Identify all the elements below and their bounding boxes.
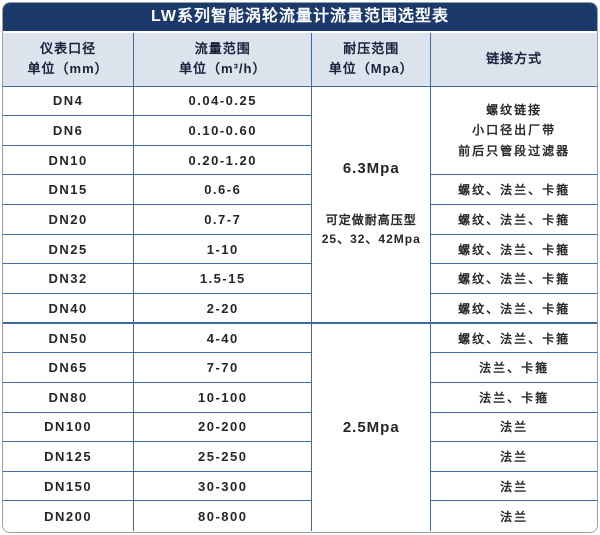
header-diameter: 仪表口径 单位（mm） — [3, 32, 135, 87]
table-row: DN4 0.04-0.25 6.3Mpa 可定做耐高压型 25、32、42Mpa… — [3, 85, 597, 324]
flow-meter-selection-table: 仪表口径 单位（mm） 流量范围 单位（m³/h） 耐压范围 单位（Mpa） 链… — [3, 32, 597, 532]
table-row: DN25 1-10 螺纹、法兰、卡箍 — [3, 233, 597, 265]
header-row: 仪表口径 单位（mm） 流量范围 单位（m³/h） 耐压范围 单位（Mpa） 链… — [3, 32, 597, 87]
table-row: DN10 0.20-1.20 — [3, 144, 597, 176]
diameter-cell: DN150 — [3, 470, 135, 502]
connection-cell: 法兰 — [430, 500, 597, 532]
diameter-cell: DN20 — [3, 204, 135, 235]
flow-range-cell: 0.04-0.25 — [133, 85, 313, 117]
connection-cell: 螺纹、法兰、卡箍 — [430, 263, 597, 294]
header-diameter-line2: 单位（mm） — [27, 61, 109, 77]
diameter-cell: DN65 — [3, 352, 135, 383]
table-row: DN50 4-40 2.5Mpa 螺纹、法兰、卡箍 — [3, 322, 597, 532]
flow-range-cell: 30-300 — [133, 470, 313, 502]
header-flow-range-line1: 流量范围 — [194, 41, 251, 57]
table-row: DN32 1.5-15 螺纹、法兰、卡箍 — [3, 263, 597, 294]
table-row: DN20 0.7-7 螺纹、法兰、卡箍 — [3, 204, 597, 235]
table-row: DN40 2-20 螺纹、法兰、卡箍 — [3, 292, 597, 324]
diameter-cell: DN15 — [3, 174, 135, 206]
header-pressure-range: 耐压范围 单位（Mpa） — [311, 32, 432, 87]
flow-range-cell: 0.6-6 — [133, 174, 313, 206]
connection-cell: 法兰、卡箍 — [430, 381, 597, 413]
diameter-cell: DN4 — [3, 85, 135, 117]
connection-note-line3: 前后只管段过滤器 — [458, 143, 571, 158]
flow-range-cell: 0.7-7 — [133, 204, 313, 235]
header-connection: 链接方式 — [430, 32, 597, 87]
flow-range-cell: 7-70 — [133, 352, 313, 383]
connection-cell: 螺纹、法兰、卡箍 — [430, 322, 597, 354]
table-row: DN65 7-70 法兰、卡箍 — [3, 352, 597, 383]
header-connection-line1: 链接方式 — [486, 51, 543, 67]
connection-cell: 法兰 — [430, 441, 597, 472]
flow-range-cell: 25-250 — [133, 441, 313, 472]
connection-cell: 螺纹、法兰、卡箍 — [430, 174, 597, 206]
header-flow-range-line2: 单位（m³/h） — [179, 61, 267, 77]
diameter-cell: DN125 — [3, 441, 135, 472]
header-flow-range: 流量范围 单位（m³/h） — [133, 32, 313, 87]
diameter-cell: DN100 — [3, 411, 135, 443]
diameter-cell: DN50 — [3, 322, 135, 354]
diameter-cell: DN6 — [3, 115, 135, 146]
table-row: DN80 10-100 法兰、卡箍 — [3, 381, 597, 413]
flow-range-cell: 0.10-0.60 — [133, 115, 313, 146]
flow-range-cell: 1.5-15 — [133, 263, 313, 294]
connection-note-cell: 螺纹链接 小口径出厂带 前后只管段过滤器 — [430, 85, 597, 176]
header-diameter-line1: 仪表口径 — [40, 41, 97, 57]
table-row: DN100 20-200 法兰 — [3, 411, 597, 443]
connection-cell: 法兰 — [430, 411, 597, 443]
pressure-high-value: 6.3Mpa — [342, 159, 400, 177]
diameter-cell: DN40 — [3, 292, 135, 324]
diameter-cell: DN80 — [3, 381, 135, 413]
flow-range-cell: 1-10 — [133, 233, 313, 265]
pressure-cell-low: 2.5Mpa — [311, 322, 432, 532]
diameter-cell: DN10 — [3, 144, 135, 176]
connection-note-line2: 小口径出厂带 — [472, 123, 557, 138]
flow-range-cell: 2-20 — [133, 292, 313, 324]
flow-range-cell: 80-800 — [133, 500, 313, 532]
connection-cell: 法兰、卡箍 — [430, 352, 597, 383]
table-row: DN125 25-250 法兰 — [3, 441, 597, 472]
pressure-high-note-line2: 25、32、42Mpa — [321, 231, 421, 246]
connection-cell: 螺纹、法兰、卡箍 — [430, 204, 597, 235]
flow-range-cell: 0.20-1.20 — [133, 144, 313, 176]
flow-range-cell: 10-100 — [133, 381, 313, 413]
table-title: LW系列智能涡轮流量计流量范围选型表 — [3, 3, 597, 33]
pressure-cell-high: 6.3Mpa 可定做耐高压型 25、32、42Mpa — [311, 85, 432, 324]
diameter-cell: DN200 — [3, 500, 135, 532]
flow-range-cell: 20-200 — [133, 411, 313, 443]
table-row: DN6 0.10-0.60 — [3, 115, 597, 146]
pressure-low-value: 2.5Mpa — [342, 418, 400, 436]
diameter-cell: DN25 — [3, 233, 135, 265]
table-row: DN200 80-800 法兰 — [3, 500, 597, 532]
connection-cell: 法兰 — [430, 470, 597, 502]
connection-cell: 螺纹、法兰、卡箍 — [430, 292, 597, 324]
pressure-high-note-line1: 可定做耐高压型 — [325, 212, 417, 227]
header-pressure-line2: 单位（Mpa） — [328, 61, 414, 77]
flow-range-cell: 4-40 — [133, 322, 313, 354]
connection-note-line1: 螺纹链接 — [486, 102, 543, 117]
header-pressure-line1: 耐压范围 — [343, 41, 400, 57]
table-row: DN150 30-300 法兰 — [3, 470, 597, 502]
diameter-cell: DN32 — [3, 263, 135, 294]
table-row: DN15 0.6-6 螺纹、法兰、卡箍 — [3, 174, 597, 206]
connection-cell: 螺纹、法兰、卡箍 — [430, 233, 597, 265]
